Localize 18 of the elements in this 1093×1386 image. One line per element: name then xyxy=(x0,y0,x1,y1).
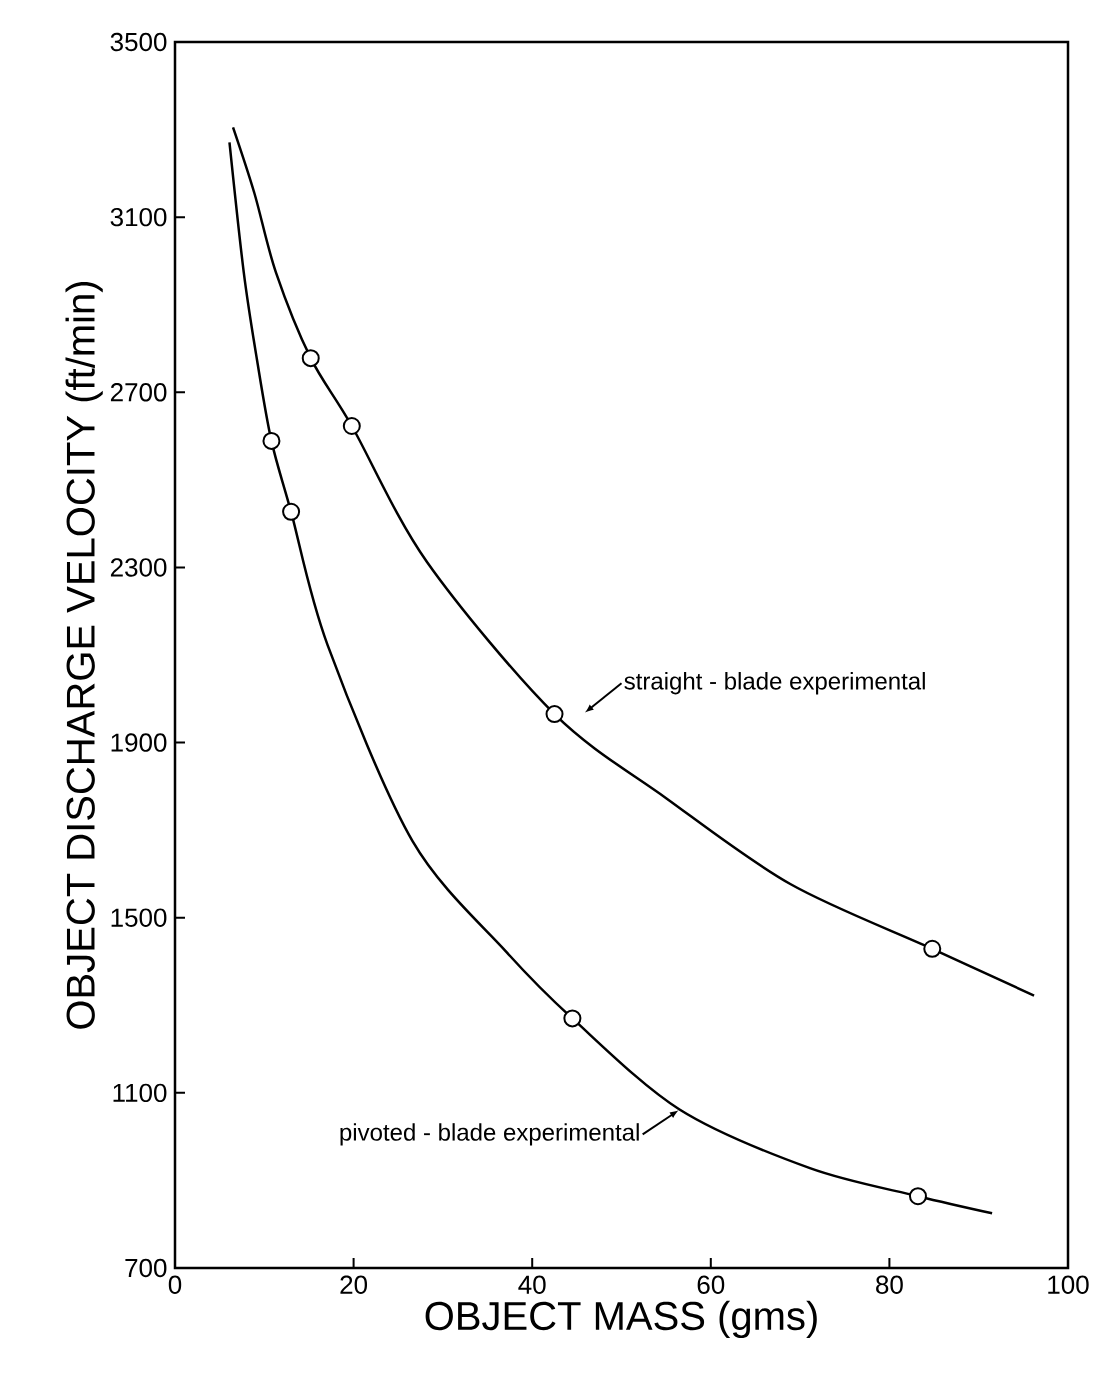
x-tick-label: 40 xyxy=(518,1275,546,1294)
annotation: straight - blade experimental xyxy=(624,672,925,695)
annotation: pivoted - blade experimental xyxy=(340,1123,639,1146)
y-tick-label: 3500 xyxy=(110,32,167,52)
x-tick-label: 100 xyxy=(1048,1275,1089,1294)
x-axis-title: OBJECT MASS (gms) xyxy=(425,1300,817,1339)
y-tick-label: 2700 xyxy=(110,383,167,402)
y-tick-label: 3100 xyxy=(110,207,167,227)
x-tick-label: 0 xyxy=(168,1275,182,1294)
y-tick-label: 700 xyxy=(125,1258,167,1278)
y-tick-label: 1500 xyxy=(111,908,167,927)
y-tick-label: 1100 xyxy=(113,1083,167,1103)
x-tick-label: 20 xyxy=(340,1275,368,1294)
x-tick-label: 60 xyxy=(697,1275,725,1294)
x-tick-label: 80 xyxy=(876,1275,903,1294)
y-axis-title: OBJECT DISCHARGE VELOCITY (ft/min) xyxy=(65,281,103,1029)
y-tick-label: 2300 xyxy=(110,558,167,577)
y-tick-label: 1900 xyxy=(111,733,167,752)
